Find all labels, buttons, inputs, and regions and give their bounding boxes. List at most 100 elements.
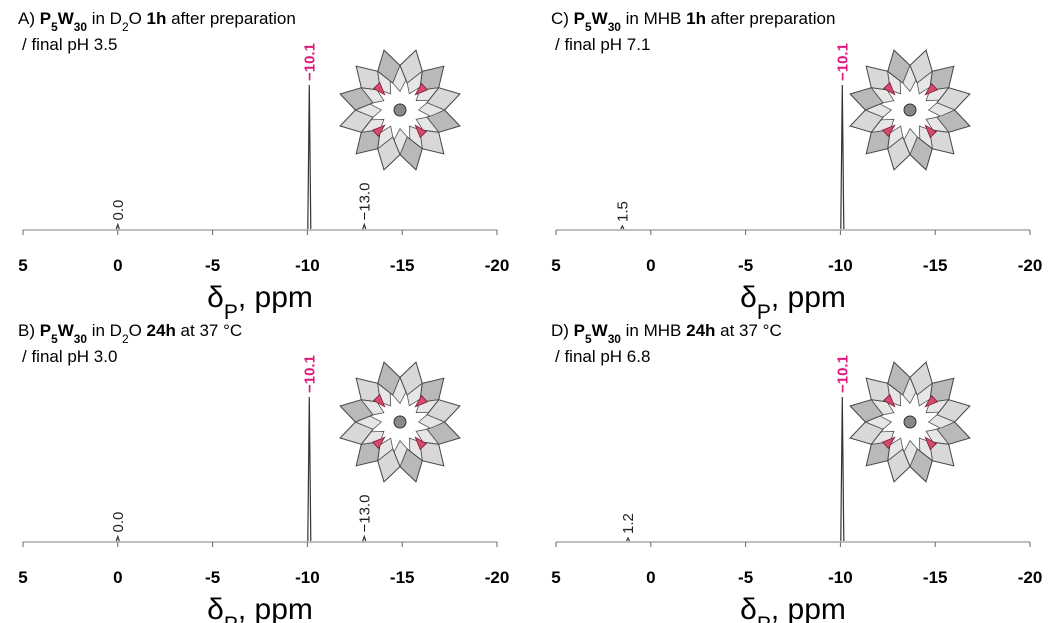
panel-title-run: W bbox=[58, 9, 75, 28]
panel-subtitle: / final pH 3.5 bbox=[22, 35, 117, 54]
panel: A) P5W30 in D2O 1h after preparation/ fi… bbox=[18, 9, 509, 324]
panel-title-run: 5 bbox=[585, 20, 592, 34]
x-tick-label: 0 bbox=[646, 568, 655, 587]
phosphate bbox=[881, 436, 896, 450]
panel-title-run: P bbox=[40, 321, 51, 340]
phosphate bbox=[372, 81, 386, 96]
x-tick-label: -5 bbox=[205, 256, 220, 275]
panel-title-run: 24h bbox=[686, 321, 715, 340]
panel: D) P5W30 in MHB 24h at 37 °C/ final pH 6… bbox=[551, 321, 1042, 623]
peak bbox=[840, 84, 845, 230]
panel-title-run: 2 bbox=[122, 20, 129, 34]
panel-title: D) P5W30 in MHB 24h at 37 °C bbox=[551, 321, 782, 346]
panel-title-run: 30 bbox=[608, 332, 622, 346]
octahedron bbox=[927, 414, 956, 429]
x-tick-label: -10 bbox=[295, 568, 320, 587]
phosphate bbox=[414, 436, 428, 451]
x-tick-label: -20 bbox=[485, 568, 510, 587]
central-ion bbox=[393, 103, 407, 117]
phosphate bbox=[414, 394, 429, 408]
octahedron bbox=[927, 102, 956, 117]
cluster-structure bbox=[339, 361, 461, 483]
panel: B) P5W30 in D2O 24h at 37 °C/ final pH 3… bbox=[18, 321, 509, 623]
panel-title-run: 1h bbox=[147, 9, 167, 28]
panel-title-run: O bbox=[129, 9, 147, 28]
x-tick-label: 5 bbox=[18, 256, 27, 275]
x-tick-label: -5 bbox=[738, 256, 753, 275]
x-axis-label-run: δ bbox=[207, 281, 224, 314]
panel-title-run: in D bbox=[87, 9, 122, 28]
peak-label: 0.0 bbox=[110, 512, 127, 533]
peak bbox=[362, 534, 367, 542]
panel-title-run: B) bbox=[18, 321, 40, 340]
peak bbox=[115, 534, 120, 542]
phosphate bbox=[881, 124, 896, 138]
x-tick-label: -15 bbox=[923, 568, 948, 587]
x-axis-label-run: , ppm bbox=[771, 281, 846, 314]
x-axis-label: δP, ppm bbox=[740, 593, 846, 623]
x-axis-label: δP, ppm bbox=[207, 281, 313, 324]
panel-subtitle: / final pH 7.1 bbox=[555, 35, 650, 54]
peak-label: −13.0 bbox=[356, 495, 373, 533]
panel-title-run: after preparation bbox=[166, 9, 295, 28]
x-axis-label-run: P bbox=[757, 301, 771, 324]
phosphate bbox=[924, 436, 938, 451]
peak-label: 0.0 bbox=[110, 200, 127, 221]
panel-title-run: in MHB bbox=[621, 9, 686, 28]
panel-subtitle: / final pH 3.0 bbox=[22, 347, 117, 366]
panel: C) P5W30 in MHB 1h after preparation/ fi… bbox=[551, 9, 1042, 324]
peak bbox=[307, 84, 312, 230]
x-axis-label-run: δ bbox=[740, 281, 757, 314]
panel-title-run: W bbox=[592, 321, 609, 340]
x-tick-label: -20 bbox=[1018, 256, 1043, 275]
peak-label: −10.1 bbox=[301, 355, 318, 393]
phosphate bbox=[924, 82, 939, 96]
panel-title-run: P bbox=[574, 9, 585, 28]
x-tick-label: -15 bbox=[390, 256, 415, 275]
x-axis-label-run: P bbox=[224, 613, 238, 623]
peak bbox=[626, 536, 631, 542]
peak-label: −10.1 bbox=[834, 355, 851, 393]
panel-title-run: after preparation bbox=[706, 9, 835, 28]
x-tick-label: -20 bbox=[1018, 568, 1043, 587]
panel-title: A) P5W30 in D2O 1h after preparation bbox=[18, 9, 296, 34]
panel-title-run: 5 bbox=[585, 332, 592, 346]
panel-title-run: A) bbox=[18, 9, 40, 28]
x-tick-label: -10 bbox=[295, 256, 320, 275]
panel-title-run: C) bbox=[551, 9, 574, 28]
x-tick-label: -20 bbox=[485, 256, 510, 275]
panel-title-run: at 37 °C bbox=[715, 321, 781, 340]
phosphate bbox=[924, 124, 938, 139]
central-ion bbox=[903, 415, 917, 429]
panel-subtitle: / final pH 6.8 bbox=[555, 347, 650, 366]
panel-title-run: 30 bbox=[608, 20, 622, 34]
peak bbox=[362, 222, 367, 230]
x-tick-label: 5 bbox=[18, 568, 27, 587]
x-tick-label: 0 bbox=[646, 256, 655, 275]
x-tick-label: 0 bbox=[113, 256, 122, 275]
panel-title-run: D) bbox=[551, 321, 574, 340]
phosphate bbox=[414, 124, 428, 139]
panel-title-run: at 37 °C bbox=[176, 321, 242, 340]
x-axis-label-run: P bbox=[757, 613, 771, 623]
peak bbox=[307, 396, 312, 542]
panel-title-run: O bbox=[129, 321, 147, 340]
panel-title-run: P bbox=[40, 9, 51, 28]
panel-title-run: 30 bbox=[74, 20, 88, 34]
x-tick-label: -5 bbox=[205, 568, 220, 587]
phosphate bbox=[414, 82, 429, 96]
x-tick-label: -10 bbox=[828, 568, 853, 587]
x-axis-label-run: P bbox=[224, 301, 238, 324]
panel-title-run: W bbox=[58, 321, 75, 340]
x-axis-label-run: δ bbox=[740, 593, 757, 623]
phosphate bbox=[882, 81, 896, 96]
phosphate bbox=[371, 436, 386, 450]
cluster-structure bbox=[849, 361, 971, 483]
x-axis-label-run: , ppm bbox=[771, 593, 846, 623]
phosphate bbox=[372, 393, 386, 408]
phosphate bbox=[882, 393, 896, 408]
x-axis-label-run: , ppm bbox=[238, 593, 313, 623]
x-tick-label: -10 bbox=[828, 256, 853, 275]
x-tick-label: 0 bbox=[113, 568, 122, 587]
panel-title-run: in MHB bbox=[621, 321, 686, 340]
